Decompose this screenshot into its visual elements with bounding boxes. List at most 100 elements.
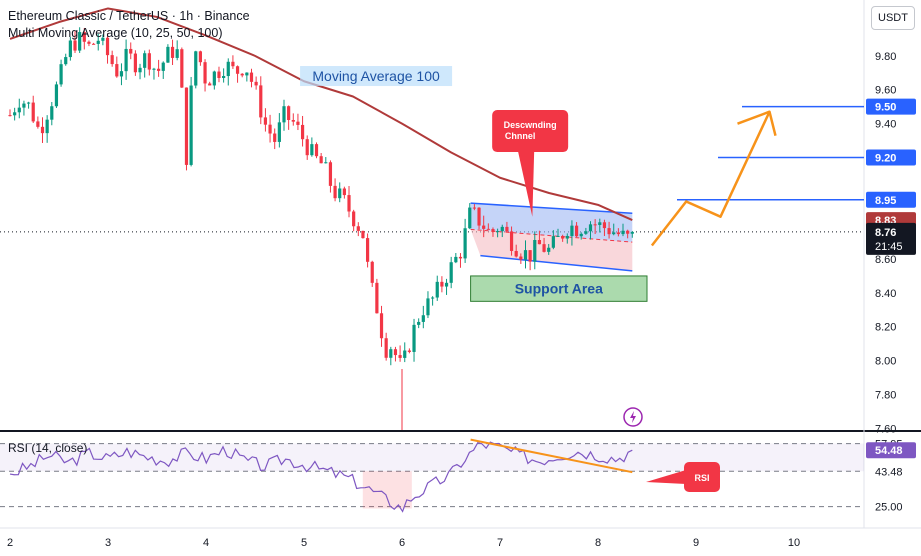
time-tick-label: 3: [105, 537, 111, 549]
price-grid: [0, 0, 921, 529]
symbol-title: Ethereum Classic / TetherUS · 1h · Binan…: [8, 9, 250, 23]
currency-button[interactable]: USDT: [871, 6, 915, 30]
candle-body: [300, 124, 305, 140]
candle-body: [598, 222, 602, 225]
candle-body: [231, 61, 235, 67]
candle-body: [240, 73, 244, 76]
candle-body: [249, 72, 254, 82]
rsi-callout-box: [684, 462, 720, 492]
candle-body: [556, 235, 560, 237]
candle-body: [115, 64, 119, 77]
channel-upper-line: [470, 202, 633, 215]
candle-body: [147, 53, 151, 70]
candle-body: [64, 57, 68, 65]
candle-body: [579, 233, 583, 237]
candle-body: [486, 228, 490, 230]
candle-body: [602, 222, 607, 229]
candle-body: [533, 240, 537, 262]
candle-body: [626, 230, 630, 234]
candle-body: [607, 228, 611, 235]
candle-body: [263, 117, 268, 125]
rsi-tick-label: 25.00: [875, 502, 903, 514]
price-tag-9-20: 9.20: [866, 149, 916, 166]
candle-body: [235, 66, 240, 74]
candle-body: [314, 144, 319, 157]
candle-body: [389, 349, 393, 358]
channel-callout-text: Descwnding: [504, 120, 557, 130]
candle-body: [384, 338, 388, 358]
rsi-current-tag-text: 54.48: [875, 445, 903, 457]
candle-body: [170, 46, 175, 58]
candle-body: [361, 230, 365, 239]
moving-average-100-line: [9, 7, 633, 221]
candle-body: [222, 76, 226, 78]
candle-body: [523, 250, 528, 260]
candle-body: [407, 350, 411, 352]
candle-body: [291, 119, 295, 122]
candle-body: [463, 228, 467, 259]
lightning-icon: [623, 407, 643, 427]
candle-body: [551, 236, 555, 248]
candle-body: [444, 282, 449, 287]
rsi-line: [9, 441, 633, 513]
candle-body: [166, 46, 170, 63]
rsi-trendline: [470, 438, 633, 474]
candle-body: [375, 282, 379, 314]
price-tick-label: 9.80: [875, 51, 896, 63]
candle-body: [537, 240, 542, 245]
rsi-oversold-fill: [362, 471, 412, 509]
candle-body: [440, 281, 444, 287]
candle-body: [40, 126, 45, 134]
candle-body: [584, 231, 588, 234]
candle-body: [282, 106, 286, 123]
time-tick-label: 6: [399, 537, 405, 549]
candle-body: [226, 61, 230, 77]
ma100-label-text: Moving Average 100: [312, 68, 440, 84]
candle-body: [630, 231, 634, 234]
candle-body: [82, 32, 86, 42]
rsi-current-tag: 54.48: [866, 442, 916, 459]
candle-body: [217, 71, 221, 78]
candle-body: [208, 83, 212, 86]
candle-body: [570, 225, 574, 236]
price-tag-last-text: 8.76: [875, 227, 896, 239]
price-tick-label: 8.20: [875, 322, 896, 334]
candle-body: [519, 256, 523, 260]
channel-callout-text: Chnnel: [505, 131, 536, 141]
candle-body: [175, 49, 179, 58]
candle-body: [13, 112, 17, 116]
candle-body: [616, 232, 620, 235]
candle-body: [143, 53, 147, 68]
channel-lower-line: [480, 254, 633, 272]
time-tick-label: 7: [497, 537, 503, 549]
price-tick-label: 8.40: [875, 288, 896, 300]
candle-body: [50, 106, 54, 120]
candle-body: [101, 37, 105, 41]
candle-body: [305, 139, 309, 156]
support-area-label: Support Area: [515, 281, 603, 297]
rsi-pane: RSI: [0, 438, 864, 513]
candle-body: [338, 188, 342, 199]
candle-body: [36, 121, 40, 127]
candle-body: [505, 226, 509, 232]
price-tick-label: 8.60: [875, 254, 896, 266]
projection-arrow-head: [737, 110, 777, 137]
candle-body: [324, 162, 328, 164]
candle-body: [310, 144, 314, 156]
candle-body: [509, 231, 514, 251]
candle-body: [454, 256, 458, 263]
price-tick-label: 9.60: [875, 85, 896, 97]
price-tag-8-95-box: [866, 191, 916, 208]
time-tick-label: 10: [788, 537, 800, 549]
candle-body: [379, 313, 384, 339]
moving-average-100-path: [9, 7, 633, 221]
candle-body: [119, 71, 124, 77]
candle-series: [8, 27, 634, 430]
candle-body: [514, 250, 518, 257]
candle-body: [477, 207, 481, 226]
price-tag-8-95: 8.95: [866, 191, 916, 208]
time-tick-label: 9: [693, 537, 699, 549]
